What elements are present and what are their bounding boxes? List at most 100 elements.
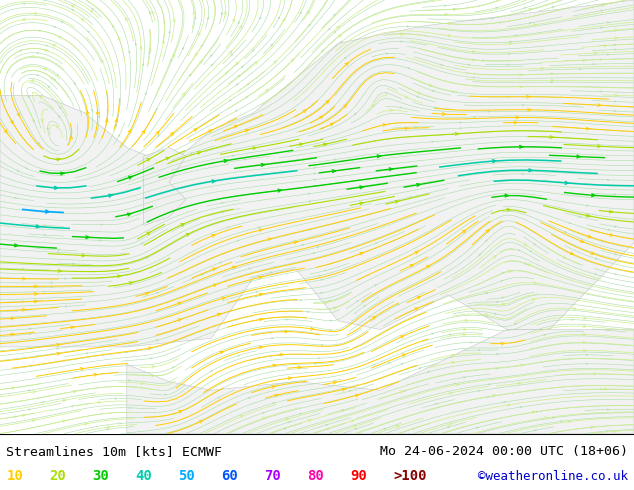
- FancyArrowPatch shape: [62, 420, 65, 423]
- FancyArrowPatch shape: [496, 7, 498, 9]
- FancyArrowPatch shape: [614, 430, 616, 433]
- FancyArrowPatch shape: [533, 24, 536, 26]
- FancyArrowPatch shape: [614, 37, 618, 40]
- FancyArrowPatch shape: [127, 213, 131, 216]
- FancyArrowPatch shape: [147, 232, 150, 235]
- FancyArrowPatch shape: [563, 256, 566, 258]
- Text: 30: 30: [93, 469, 109, 483]
- FancyArrowPatch shape: [22, 18, 25, 21]
- FancyArrowPatch shape: [22, 268, 24, 270]
- FancyArrowPatch shape: [259, 17, 261, 19]
- FancyArrowPatch shape: [63, 399, 66, 402]
- FancyArrowPatch shape: [591, 426, 593, 429]
- FancyArrowPatch shape: [65, 278, 67, 279]
- FancyArrowPatch shape: [15, 310, 17, 312]
- FancyArrowPatch shape: [519, 85, 522, 88]
- FancyArrowPatch shape: [186, 234, 190, 236]
- FancyArrowPatch shape: [344, 105, 346, 108]
- FancyArrowPatch shape: [221, 13, 223, 14]
- FancyArrowPatch shape: [42, 401, 44, 403]
- FancyArrowPatch shape: [54, 79, 56, 81]
- FancyArrowPatch shape: [372, 317, 375, 319]
- FancyArrowPatch shape: [323, 143, 327, 146]
- FancyArrowPatch shape: [397, 304, 399, 306]
- FancyArrowPatch shape: [37, 52, 39, 54]
- FancyArrowPatch shape: [306, 116, 308, 118]
- FancyArrowPatch shape: [34, 12, 37, 15]
- FancyArrowPatch shape: [235, 62, 238, 65]
- FancyArrowPatch shape: [235, 110, 237, 112]
- FancyArrowPatch shape: [129, 51, 130, 53]
- FancyArrowPatch shape: [415, 126, 417, 128]
- FancyArrowPatch shape: [155, 108, 157, 110]
- FancyArrowPatch shape: [417, 184, 420, 186]
- FancyArrowPatch shape: [324, 270, 327, 271]
- FancyArrowPatch shape: [165, 394, 167, 396]
- FancyArrowPatch shape: [451, 361, 454, 364]
- FancyArrowPatch shape: [595, 258, 597, 259]
- FancyArrowPatch shape: [166, 157, 169, 160]
- FancyArrowPatch shape: [225, 73, 228, 74]
- Polygon shape: [0, 0, 634, 347]
- FancyArrowPatch shape: [614, 273, 616, 275]
- FancyArrowPatch shape: [126, 18, 128, 21]
- FancyArrowPatch shape: [84, 423, 87, 426]
- FancyArrowPatch shape: [363, 305, 366, 307]
- FancyArrowPatch shape: [11, 121, 13, 124]
- FancyArrowPatch shape: [11, 317, 15, 320]
- FancyArrowPatch shape: [31, 55, 34, 58]
- FancyArrowPatch shape: [485, 240, 488, 242]
- FancyArrowPatch shape: [190, 153, 192, 154]
- FancyArrowPatch shape: [543, 334, 545, 336]
- FancyArrowPatch shape: [333, 14, 335, 16]
- FancyArrowPatch shape: [525, 263, 527, 264]
- FancyArrowPatch shape: [402, 354, 405, 357]
- Text: ©weatheronline.co.uk: ©weatheronline.co.uk: [477, 470, 628, 483]
- FancyArrowPatch shape: [610, 234, 614, 236]
- FancyArrowPatch shape: [181, 223, 184, 226]
- FancyArrowPatch shape: [330, 320, 332, 321]
- FancyArrowPatch shape: [328, 300, 330, 302]
- FancyArrowPatch shape: [152, 366, 155, 368]
- FancyArrowPatch shape: [614, 94, 618, 97]
- FancyArrowPatch shape: [579, 216, 581, 218]
- FancyArrowPatch shape: [212, 268, 216, 270]
- FancyArrowPatch shape: [528, 263, 531, 266]
- FancyArrowPatch shape: [37, 142, 39, 144]
- FancyArrowPatch shape: [370, 104, 373, 107]
- FancyArrowPatch shape: [600, 91, 602, 93]
- FancyArrowPatch shape: [271, 45, 273, 46]
- FancyArrowPatch shape: [231, 54, 233, 56]
- FancyArrowPatch shape: [51, 282, 53, 284]
- FancyArrowPatch shape: [552, 417, 554, 419]
- FancyArrowPatch shape: [55, 186, 58, 189]
- FancyArrowPatch shape: [488, 396, 489, 398]
- FancyArrowPatch shape: [307, 11, 309, 15]
- FancyArrowPatch shape: [600, 59, 602, 60]
- FancyArrowPatch shape: [273, 403, 275, 404]
- FancyArrowPatch shape: [339, 34, 342, 37]
- FancyArrowPatch shape: [139, 47, 143, 49]
- FancyArrowPatch shape: [22, 301, 24, 302]
- FancyArrowPatch shape: [107, 429, 108, 430]
- FancyArrowPatch shape: [503, 401, 505, 403]
- FancyArrowPatch shape: [172, 54, 175, 57]
- FancyArrowPatch shape: [210, 370, 212, 372]
- FancyArrowPatch shape: [443, 113, 446, 116]
- FancyArrowPatch shape: [238, 75, 240, 77]
- FancyArrowPatch shape: [178, 302, 181, 305]
- FancyArrowPatch shape: [61, 22, 63, 23]
- FancyArrowPatch shape: [209, 130, 212, 132]
- FancyArrowPatch shape: [298, 366, 302, 368]
- FancyArrowPatch shape: [57, 343, 60, 346]
- FancyArrowPatch shape: [262, 412, 264, 414]
- FancyArrowPatch shape: [418, 368, 421, 369]
- FancyArrowPatch shape: [593, 52, 597, 54]
- FancyArrowPatch shape: [252, 49, 254, 51]
- FancyArrowPatch shape: [221, 212, 223, 213]
- FancyArrowPatch shape: [614, 44, 616, 46]
- FancyArrowPatch shape: [604, 45, 607, 47]
- FancyArrowPatch shape: [524, 7, 526, 9]
- FancyArrowPatch shape: [583, 333, 586, 336]
- FancyArrowPatch shape: [500, 22, 501, 24]
